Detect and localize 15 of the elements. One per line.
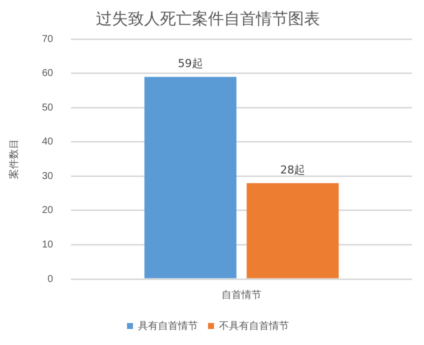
y-tick-label: 0 (48, 274, 54, 285)
y-tick-label: 60 (42, 68, 54, 80)
y-axis-title: 案件数目 (8, 139, 20, 180)
y-tick-label: 70 (42, 34, 54, 45)
legend-label: 不具有自首情节 (219, 320, 289, 332)
chart-title: 过失致人死亡案件自首情节图表 (96, 8, 320, 28)
y-tick-label: 20 (42, 205, 54, 216)
legend-label: 具有自首情节 (138, 320, 198, 332)
y-tick-label: 40 (42, 136, 54, 148)
data-label: 28起 (280, 163, 306, 176)
y-tick-label: 10 (42, 239, 54, 250)
x-tick-label: 自首情节 (222, 288, 262, 301)
data-label: 59起 (178, 57, 203, 70)
y-tick-label: 30 (42, 170, 54, 182)
y-tick-label: 50 (42, 102, 54, 114)
